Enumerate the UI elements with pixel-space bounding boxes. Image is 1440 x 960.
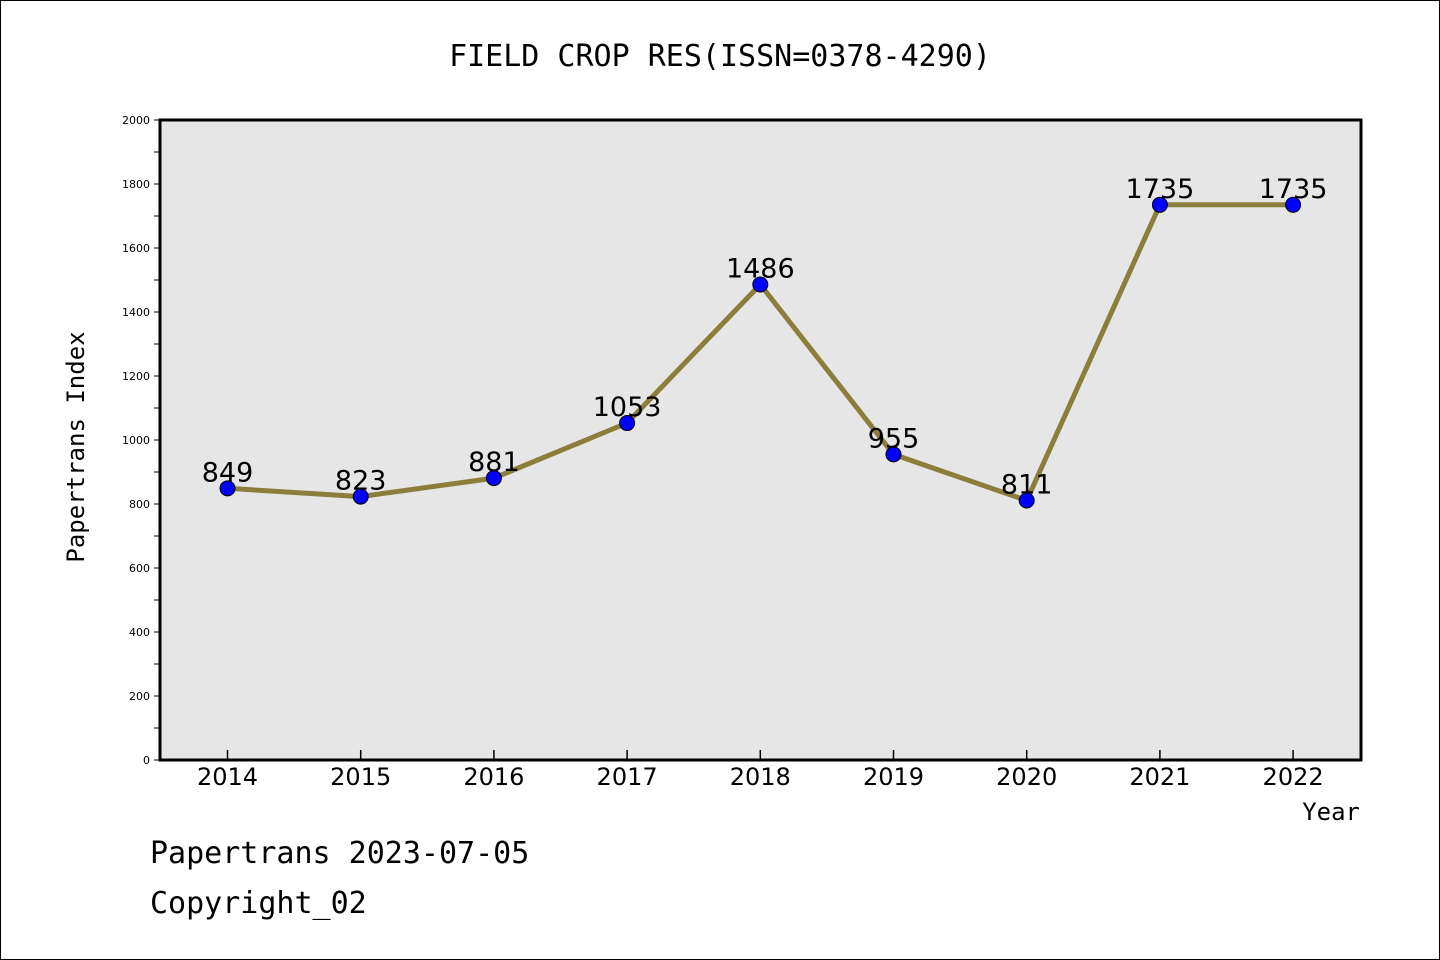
data-point	[619, 415, 636, 432]
data-label: 881	[468, 447, 520, 478]
data-point	[1151, 196, 1168, 213]
x-tick-label: 2021	[1129, 763, 1190, 791]
data-point	[752, 276, 769, 293]
x-tick-label: 2020	[996, 763, 1057, 791]
data-label: 849	[202, 457, 254, 488]
data-label: 811	[1001, 469, 1053, 500]
data-label: 1735	[1126, 174, 1195, 205]
y-tick-label: 1000	[122, 434, 150, 447]
y-tick-label: 600	[129, 562, 150, 575]
data-point	[1018, 492, 1035, 509]
data-label: 955	[868, 423, 920, 454]
y-tick-label: 1400	[122, 306, 150, 319]
y-tick-label: 2000	[122, 114, 150, 127]
y-axis: 0 200 400 600 800 1000 1200 1400 1600 1800 2000	[122, 114, 160, 767]
y-axis-label: Papertrans Index	[62, 331, 90, 562]
footer-copyright: Copyright_02	[150, 886, 367, 921]
x-axis: 2014 2015 2016 2017 2018 2019 2020 2021 2022	[197, 750, 1324, 791]
x-tick-label: 2016	[463, 763, 524, 791]
x-tick-label: 2014	[197, 763, 258, 791]
data-point	[1285, 196, 1302, 213]
chart-title: FIELD CROP RES(ISSN=0378-4290)	[449, 39, 991, 74]
data-label: 1053	[593, 392, 662, 423]
x-tick-label: 2017	[597, 763, 658, 791]
footer-date: Papertrans 2023-07-05	[150, 836, 530, 871]
y-tick-label: 1800	[122, 178, 150, 191]
y-tick-label: 800	[129, 498, 150, 511]
series-layer: 849 823 881 1053 1486 955 811 1735 1735	[202, 174, 1328, 509]
data-label: 1486	[726, 253, 795, 284]
data-point	[219, 480, 236, 497]
y-tick-label: 1200	[122, 370, 150, 383]
data-point	[352, 488, 369, 505]
y-tick-label: 400	[129, 626, 150, 639]
y-tick-label: 1600	[122, 242, 150, 255]
plot-area	[158, 118, 1363, 762]
x-tick-label: 2022	[1263, 763, 1324, 791]
x-tick-label: 2019	[863, 763, 924, 791]
y-tick-label: 0	[143, 754, 150, 767]
x-tick-label: 2018	[730, 763, 791, 791]
data-label: 823	[335, 466, 387, 497]
data-point	[885, 446, 902, 463]
x-tick-label: 2015	[330, 763, 391, 791]
x-axis-label: Year	[1302, 798, 1360, 826]
data-point	[485, 470, 502, 487]
y-tick-label: 200	[129, 690, 150, 703]
data-label: 1735	[1259, 174, 1328, 205]
